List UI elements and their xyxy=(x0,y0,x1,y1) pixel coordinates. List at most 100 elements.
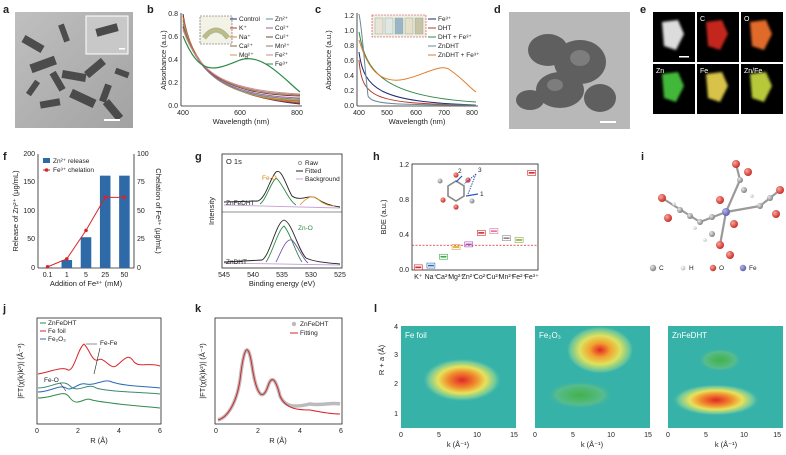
wavelet-title-znfedht: ZnFeDHT xyxy=(672,331,707,340)
ylabel-h: BDE (a.u.) xyxy=(379,199,388,235)
xticks-l-1: 0 5 10 15 xyxy=(399,432,518,439)
ytick-c-4: 0.8 xyxy=(344,43,354,50)
ytick-b-2: 0.4 xyxy=(168,57,178,64)
xtick-j-3: 6 xyxy=(158,428,162,435)
scale-bar-a xyxy=(104,119,120,121)
panel-label-d: d xyxy=(494,4,501,16)
ytick-f-1: 50 xyxy=(27,236,35,243)
xtick-g-4: 525 xyxy=(334,272,346,279)
point-box-h-7 xyxy=(502,235,511,241)
eds-labels: C O Zn Fe Zn/Fe xyxy=(656,16,762,75)
panel-b: b Absorbance (a.u.) Wavelength (nm) 0.0 … xyxy=(147,4,303,126)
point-box-h-9 xyxy=(527,170,537,176)
xtick-l1-3: 15 xyxy=(510,432,518,439)
legend-i: C H O Fe xyxy=(649,264,757,272)
xtick-h-8: Fe²⁺ xyxy=(512,274,527,281)
wavelet-map-fe2o3-hotspot xyxy=(566,326,634,374)
ytick-c-5: 1.0 xyxy=(344,28,354,35)
xtick-g-0: 545 xyxy=(218,272,230,279)
label-g-feo: Fe-O xyxy=(262,175,277,182)
curve-j-fefoil xyxy=(37,343,161,375)
legend-b-9: Fe²⁺ xyxy=(275,52,289,59)
legend-b-7: Cu²⁺ xyxy=(275,34,289,41)
panel-k: k |FT(χ(k)k²)| (Å⁻³) R (Å) 0 2 4 6 ZnFeD… xyxy=(195,303,343,445)
legend-f-1: Fe³⁺ chelation xyxy=(53,167,94,174)
ylabel-l: R + a (Å) xyxy=(377,344,386,375)
xticks-g: 545 540 535 530 525 xyxy=(218,272,346,279)
title-g: O 1s xyxy=(226,157,242,166)
tem-inset-a xyxy=(85,15,129,55)
ytick-h-3: 1.2 xyxy=(399,162,409,169)
background-g-bottom xyxy=(223,262,341,266)
xtick-b-1: 600 xyxy=(234,110,246,117)
xtick-g-2: 535 xyxy=(276,272,288,279)
legend-g-1: Fitted xyxy=(305,168,322,175)
ytick-c-1: 0.2 xyxy=(344,88,354,95)
legend-b-8: Mn²⁺ xyxy=(275,43,290,50)
point-box-h-2 xyxy=(439,253,448,260)
xlabel-k: R (Å) xyxy=(269,436,287,445)
legend-g: Raw Fitted Background xyxy=(296,160,340,183)
annotation-j-arrows xyxy=(59,343,101,392)
curve-c-dht xyxy=(358,59,477,106)
point-f-0 xyxy=(45,265,50,269)
xtick-h-9: Fe³⁺ xyxy=(525,274,540,281)
xtick-c-1: 500 xyxy=(381,110,393,117)
xtick-h-5: Co²⁺ xyxy=(474,274,489,281)
panel-i: i xyxy=(641,151,784,272)
legend-i-fe: Fe xyxy=(749,265,757,272)
xticks-f: 0.1 1 5 25 50 xyxy=(43,272,129,279)
xtick-l3-0: 0 xyxy=(666,432,670,439)
eds-label-fe: Fe xyxy=(700,68,708,75)
eds-label-znfe: Zn/Fe xyxy=(744,68,762,75)
bars-f xyxy=(42,175,130,268)
legend-b-6: Co²⁺ xyxy=(275,25,289,32)
xtick-f-1: 1 xyxy=(65,272,69,279)
site-label-2: 2 xyxy=(458,168,462,175)
wavelet-title-fefoil: Fe foil xyxy=(405,331,427,340)
legend-f-0: Zn²⁺ release xyxy=(53,158,90,165)
ylabel-f: Release of Zn²⁺ (μg/mL) xyxy=(11,170,20,252)
yticks-l: 1 2 3 4 xyxy=(394,324,398,418)
photo-inset-c-vials xyxy=(374,17,424,35)
curve-b-fe2 xyxy=(182,29,301,95)
ylabel-k: |FT(χ(k)k²)| (Å⁻³) xyxy=(198,343,207,399)
xtick-h-4: Zn²⁺ xyxy=(462,274,477,281)
ytick-f-3: 150 xyxy=(23,179,35,186)
xtick-b-2: 800 xyxy=(291,110,303,117)
xtick-f-0: 0.1 xyxy=(43,272,53,279)
legend-k-1: Fitting xyxy=(300,330,318,337)
ylabel2-f: Chelation of Fe³⁺ (μg/mL) xyxy=(154,168,163,254)
background-g-top xyxy=(223,204,341,209)
eds-label-c: C xyxy=(700,16,705,23)
axis-j-frame xyxy=(36,317,162,425)
legend-b-0: Control xyxy=(239,16,261,23)
yticks-f: 0 50 100 150 200 xyxy=(23,151,35,272)
xtick-l1-0: 0 xyxy=(399,432,403,439)
yticks-c: 0.0 0.2 0.4 0.6 0.8 1.0 1.2 xyxy=(344,13,354,110)
legend-k-data-swatch xyxy=(291,321,297,327)
curve-c-zndht xyxy=(358,13,477,106)
legend-c-3: ZnDHT xyxy=(438,43,459,50)
ytick-f-4: 200 xyxy=(23,151,35,158)
ytick-h-1: 0.4 xyxy=(399,232,409,239)
label-g-zno: Zn-O xyxy=(298,225,313,232)
curves-b xyxy=(182,13,301,105)
xtick-b-0: 400 xyxy=(177,110,189,117)
tem-aggregates-d-light xyxy=(547,50,590,91)
legend-j-2: Fe₂O₃ xyxy=(48,336,66,343)
axis-h-frame xyxy=(411,163,539,271)
point-box-h-0 xyxy=(413,264,423,271)
panel-h: h BDE (a.u.) 0.0 0.4 0.8 1.2 K⁺ Na⁺Ca²⁺Mg… xyxy=(373,151,539,281)
legend-b-4: Mg²⁺ xyxy=(239,52,254,59)
panel-f: f Release of Zn²⁺ (μg/mL) Chelation of F… xyxy=(3,151,163,288)
bar-f-4 xyxy=(119,175,130,268)
yticks-h: 0.0 0.4 0.8 1.2 xyxy=(399,162,409,274)
panel-label-h: h xyxy=(373,151,380,163)
molecule-h-oxygen xyxy=(453,172,459,178)
panel-label-b: b xyxy=(147,4,154,16)
xlabel-j: R (Å) xyxy=(90,436,108,445)
point-box-h-8 xyxy=(514,237,524,243)
legend-f-bar-swatch xyxy=(43,158,50,163)
point-f-4 xyxy=(122,195,127,200)
